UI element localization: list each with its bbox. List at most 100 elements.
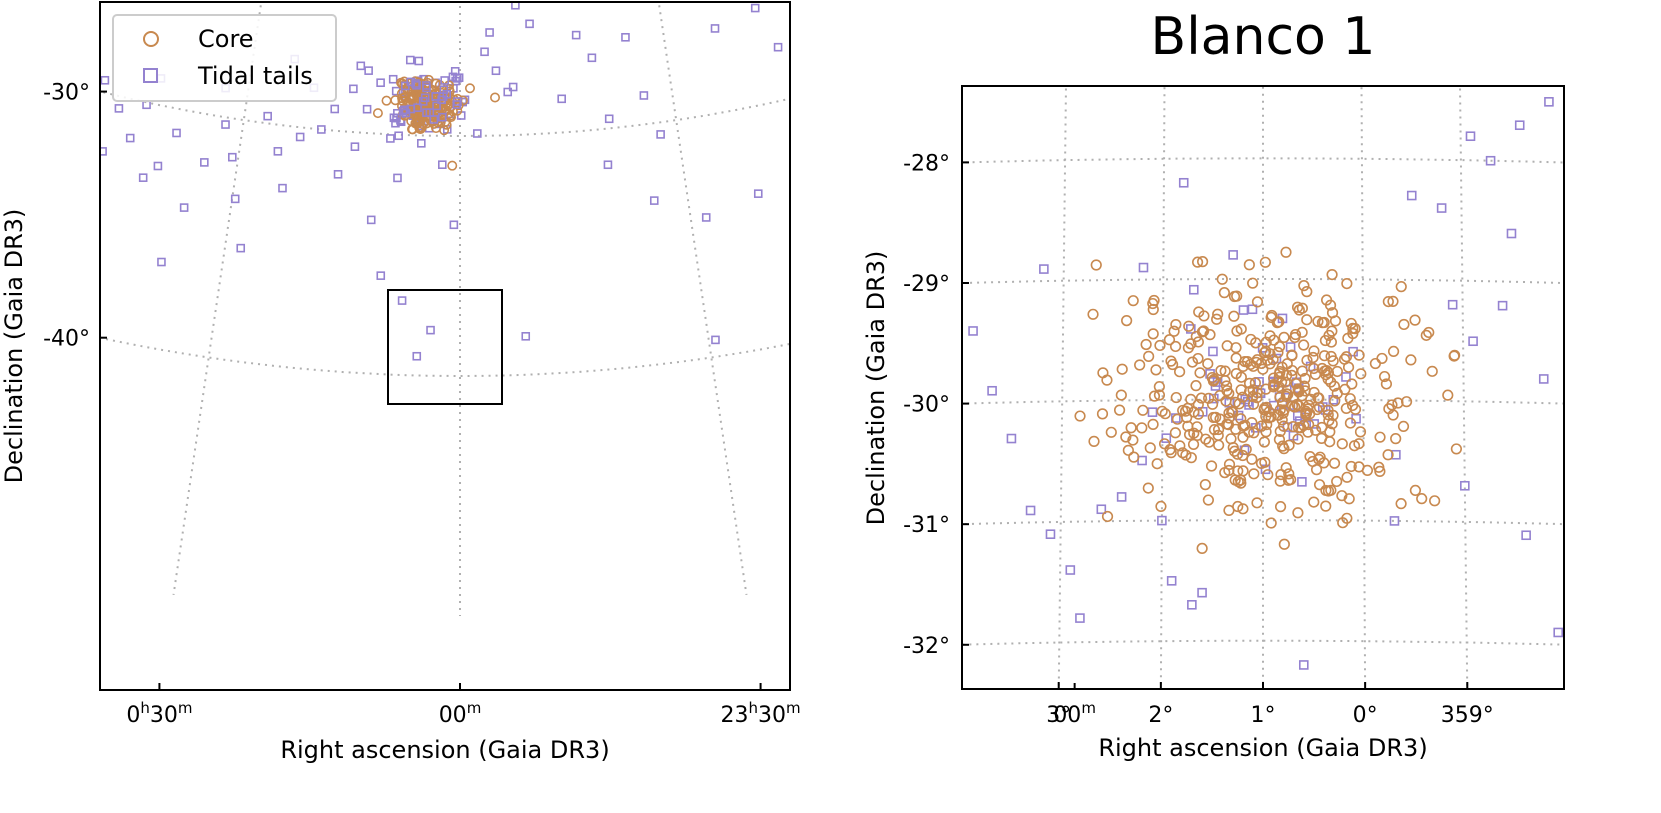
core-point <box>1343 493 1355 505</box>
tidal-tail-point <box>263 111 272 121</box>
core-point <box>1380 378 1393 390</box>
core-point <box>1155 500 1167 513</box>
core-point <box>1299 385 1311 397</box>
left-x-tick-label: 0h30m <box>126 699 192 728</box>
tidal-tail-point <box>1025 505 1036 516</box>
core-point <box>1342 332 1354 344</box>
core-point <box>1318 350 1331 362</box>
tidal-tail-point <box>1485 155 1496 166</box>
core-point <box>1287 421 1299 433</box>
core-point <box>1237 360 1249 372</box>
core-point <box>1113 404 1126 416</box>
tidal-tail-point <box>412 351 422 361</box>
core-point <box>1147 303 1159 316</box>
tidal-tail-point <box>100 147 107 156</box>
core-point <box>1310 464 1323 476</box>
core-point <box>1087 308 1099 320</box>
tidal-tail-point <box>865 0 872 4</box>
core-point <box>1345 460 1357 473</box>
tidal-tail-point <box>179 203 189 212</box>
core-point <box>1258 347 1271 359</box>
core-point <box>1340 402 1352 415</box>
tidal-tail-point <box>1187 599 1197 610</box>
core-point <box>1192 408 1205 420</box>
core-point <box>1409 314 1421 326</box>
left-y-ticks: -20°-30°-40° <box>43 81 107 352</box>
core-point <box>1298 339 1310 351</box>
legend-tails-label: Tidal tails <box>197 62 313 90</box>
core-point <box>1327 409 1339 421</box>
tidal-tail-point <box>414 56 424 66</box>
core-point <box>1251 296 1264 308</box>
tidal-tail-point <box>1039 264 1049 274</box>
core-point <box>1274 391 1286 403</box>
tidal-tail-point <box>1514 120 1525 131</box>
tidal-tail-point <box>432 101 441 111</box>
core-point <box>1221 418 1233 430</box>
core-point <box>1298 280 1310 292</box>
core-point <box>1137 404 1149 416</box>
tidal-tail-point <box>429 115 439 124</box>
left-y-tick-label: -30° <box>43 81 90 106</box>
core-point <box>1296 326 1308 338</box>
core-point <box>372 108 383 119</box>
tidal-tail-point <box>1567 231 1575 239</box>
right-y-tick-label: -29° <box>903 272 950 297</box>
core-point <box>1127 295 1139 307</box>
core-point <box>1215 365 1227 377</box>
tidal-tail-point <box>236 243 246 253</box>
core-point <box>1299 372 1311 385</box>
core-point <box>1315 432 1328 444</box>
core-point <box>1274 404 1286 416</box>
left-panel: 1h00m0h30m00m23h30m00m -20°-30°-40° Righ… <box>0 0 1096 764</box>
core-point <box>1156 405 1168 417</box>
core-point <box>1203 392 1215 404</box>
right-y-tick-label: -30° <box>903 393 950 418</box>
core-point <box>490 92 501 103</box>
core-point <box>1260 383 1272 395</box>
tidal-tail-point <box>1188 284 1199 295</box>
core-point <box>1262 469 1274 481</box>
core-point <box>1231 448 1244 460</box>
tidal-tail-point <box>807 214 814 221</box>
core-point <box>431 123 442 134</box>
core-point <box>1280 390 1292 403</box>
tidal-tail-point <box>1553 627 1563 638</box>
tidal-tail-point <box>1521 530 1531 541</box>
tidal-tail-point <box>413 103 422 112</box>
legend-core-label: Core <box>198 25 254 53</box>
tidal-tail-point <box>750 3 760 13</box>
tidal-tail-point <box>1228 250 1238 260</box>
core-point <box>1405 354 1417 366</box>
tidal-tail-point <box>968 326 978 336</box>
core-point <box>1301 314 1313 326</box>
tidal-tail-point <box>603 160 613 170</box>
core-point <box>1307 351 1319 364</box>
core-point <box>1196 542 1208 554</box>
core-point <box>1212 423 1225 436</box>
right-y-ticks: -28° -29° -30° -31° -32° <box>903 151 969 659</box>
core-point <box>1331 475 1343 488</box>
core-point <box>1376 352 1388 365</box>
core-point <box>1154 339 1166 352</box>
core-point <box>1298 419 1310 432</box>
core-point <box>1267 381 1280 393</box>
core-point <box>1312 315 1324 328</box>
tidal-tail-point <box>401 108 411 118</box>
core-point <box>1229 474 1241 486</box>
core-point <box>1278 538 1290 550</box>
core-point <box>381 95 392 106</box>
tidal-tail-point <box>1341 372 1351 382</box>
tidal-tail-point <box>1406 190 1417 201</box>
right-chart-title: Blanco 1 <box>1151 7 1376 67</box>
tidal-tail-point <box>401 81 410 91</box>
core-point <box>1159 408 1171 420</box>
tidal-tail-point <box>1238 305 1249 315</box>
core-point <box>1235 477 1247 489</box>
core-point <box>1273 341 1286 353</box>
core-point <box>1148 390 1161 402</box>
tidal-tail-point <box>333 169 343 179</box>
core-point <box>1354 426 1367 438</box>
core-point <box>1183 320 1195 332</box>
tidal-tail-point <box>142 100 151 110</box>
